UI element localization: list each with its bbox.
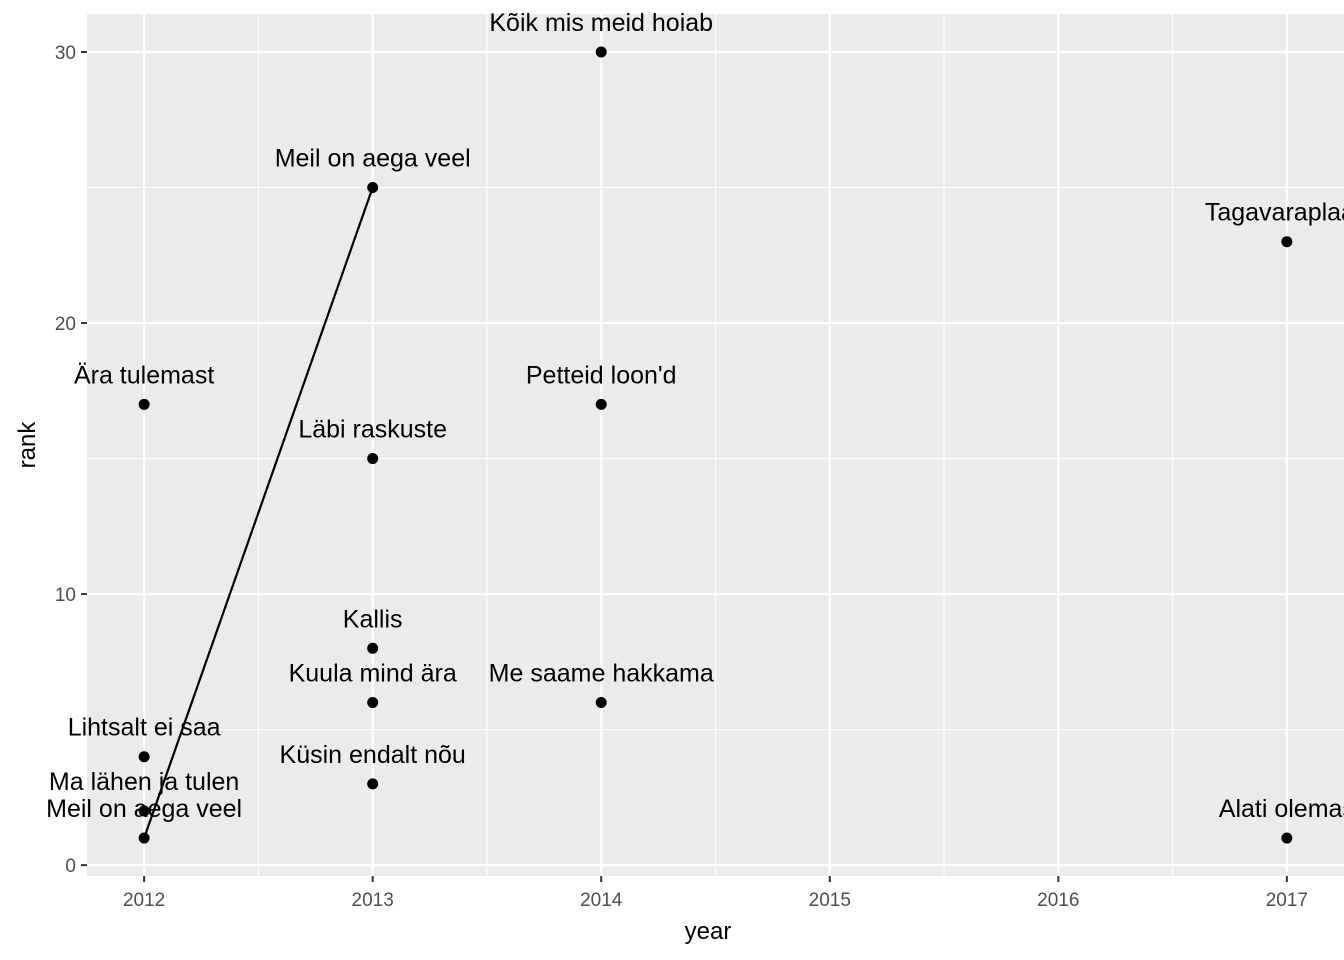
point-label: Lihtsalt ei saa	[68, 714, 221, 742]
point-label: Tagavaraplaan	[1205, 199, 1344, 227]
data-point	[367, 697, 379, 709]
axes: 2012 2013 2014 2015 2016 2017 0 10 20 30	[55, 43, 1308, 911]
y-tick-label: 10	[55, 585, 76, 606]
data-point	[367, 453, 379, 465]
x-tick-label: 2014	[580, 890, 623, 911]
x-tick-label: 2016	[1037, 890, 1079, 911]
x-tick-label: 2017	[1266, 890, 1308, 911]
point-label: Ära tulemast	[74, 361, 214, 389]
data-marks	[138, 46, 1293, 844]
data-point	[595, 46, 607, 58]
minor-gridlines	[87, 14, 1344, 876]
x-axis-title: year	[685, 918, 732, 945]
series-line	[143, 187, 374, 839]
data-point	[1281, 236, 1293, 248]
data-point	[138, 751, 150, 763]
data-point	[1281, 832, 1293, 844]
data-point	[138, 832, 150, 844]
x-tick-label: 2013	[352, 890, 394, 911]
point-label: Küsin endalt nõu	[280, 741, 466, 769]
point-label: Kõik mis meid hoiab	[489, 9, 713, 37]
x-tick-label: 2012	[123, 890, 165, 911]
data-point	[367, 642, 379, 654]
data-point	[138, 805, 150, 817]
y-tick-label: 0	[65, 856, 76, 877]
data-point	[595, 697, 607, 709]
point-label: Kuula mind ära	[289, 660, 457, 688]
point-label: Meil on aega veel	[46, 795, 242, 823]
data-point	[595, 398, 607, 410]
point-label: Kallis	[343, 605, 403, 633]
point-label: Ma lähen ja tulen	[49, 768, 239, 796]
data-point	[367, 778, 379, 790]
point-label: Meil on aega veel	[275, 144, 471, 172]
point-label: Petteid loon'd	[526, 361, 677, 389]
y-axis-title: rank	[14, 421, 41, 469]
point-label: Alati olemas	[1219, 795, 1344, 823]
y-tick-label: 30	[55, 43, 76, 64]
data-point	[138, 398, 150, 410]
major-gridlines	[87, 14, 1344, 876]
x-tick-label: 2015	[809, 890, 851, 911]
data-point	[367, 181, 379, 193]
y-tick-label: 20	[55, 314, 76, 335]
point-label: Me saame hakkama	[489, 660, 714, 688]
point-label: Läbi raskuste	[298, 416, 447, 444]
